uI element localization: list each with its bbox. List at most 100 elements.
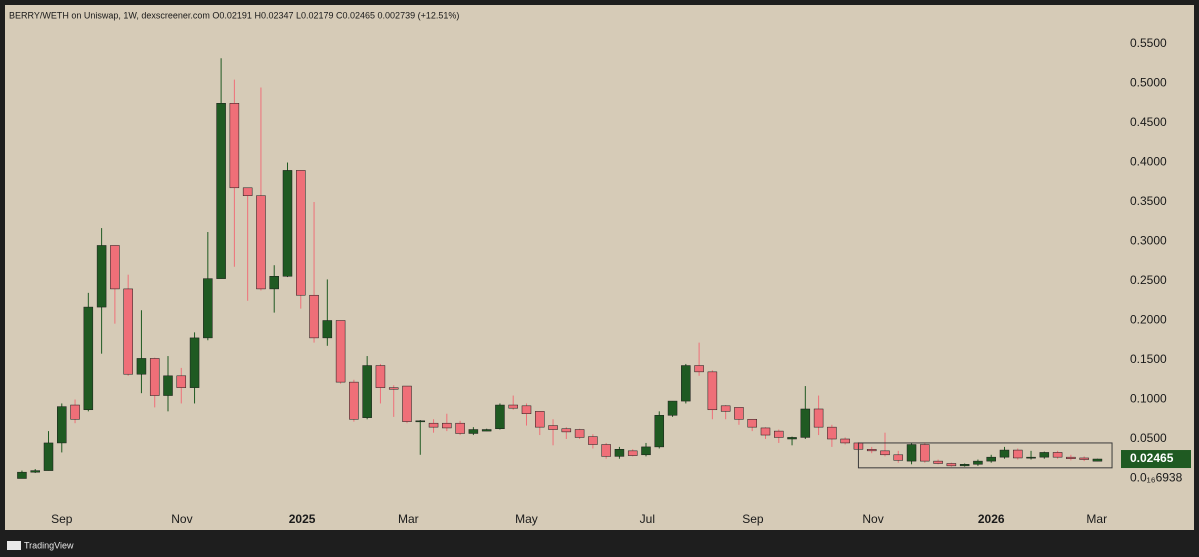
y-tick-label: 0.2500 [1130,273,1167,287]
y-tick-label: 0.1500 [1130,352,1167,366]
candle-body [1013,449,1023,459]
candle-body [256,195,266,290]
candle-body [282,170,293,277]
candle-body [402,385,412,422]
candle-body [654,415,665,448]
candle-body [30,470,40,473]
candle-body [189,337,200,388]
x-tick-label: Nov [171,512,192,526]
candle-body [933,460,943,464]
candle-body [920,444,930,462]
candle-body [96,245,107,308]
candle-body [43,442,54,471]
last-price-box [1121,450,1191,469]
candle-body [269,276,279,290]
candle-body [747,418,757,428]
candle-body [827,426,837,440]
candle-body [694,365,704,373]
candle-body [296,170,306,296]
candle-body [866,449,877,452]
candle-body [481,429,492,432]
y-tick-label: 0.5000 [1130,76,1167,90]
y-tick-label: 0.3500 [1130,194,1167,208]
candle-body [203,278,213,339]
candle-body [627,450,638,456]
x-tick-label: May [515,512,538,526]
brand: TradingView [24,540,74,550]
candle-body [588,436,598,445]
candle-body [893,454,904,461]
last-price-label: 0.02465 [1130,451,1174,465]
x-tick-label: Jul [640,512,655,526]
range-box [857,442,1113,469]
candle-body [1079,457,1089,460]
candle-body [242,187,253,196]
candle-body [415,420,426,423]
candle-body [17,471,27,479]
candle-body [442,422,452,429]
candle-body [1052,452,1063,458]
y-tick-label: 0.1000 [1130,392,1167,406]
x-tick-label: Mar [1086,512,1107,526]
candle-body [641,446,651,456]
candle-body [787,437,797,440]
candle-body [309,294,319,339]
candle-body [335,320,346,383]
candle-body [455,422,465,434]
y-tick-label: 0.0500 [1130,431,1167,445]
candle-body [681,365,691,402]
candle-body [136,358,147,375]
candle-body [362,365,372,418]
candle-body [176,375,187,388]
candle-body [601,444,611,457]
x-tick-label: Sep [742,512,764,526]
candle-body [1092,458,1103,462]
candle-body [468,429,479,434]
candle-body [561,428,572,433]
candle-body [123,288,133,375]
candle-body [521,405,532,414]
x-tick-label: 2026 [978,512,1005,526]
candle-body [574,429,585,438]
candle-body [163,375,173,396]
y-tick-label: 0.5500 [1130,36,1167,50]
y-tick-label: 0.0₁₆6938 [1130,471,1183,485]
candle-body [70,404,80,420]
candle-body [614,449,625,457]
candle-body [720,405,731,412]
candle-body [774,430,784,438]
candle-body [667,400,678,416]
candle-body [1026,456,1036,459]
candle-body [388,387,399,390]
y-tick-label: 0.4000 [1130,155,1167,169]
candle-body [880,450,890,456]
candle-body [322,320,333,339]
candle-body [986,456,996,462]
y-tick-label: 0.2000 [1130,313,1167,327]
x-tick-label: Nov [862,512,883,526]
candle-body [946,463,957,467]
candle-body [349,381,359,420]
candle-body [999,449,1010,458]
y-tick-label: 0.3000 [1130,234,1167,248]
x-tick-label: Mar [398,512,419,526]
candle-body [906,444,917,462]
candle-body [216,103,226,279]
candle-body [110,245,120,290]
candle-body [734,407,744,420]
candle-body [760,427,771,436]
candle-body [548,425,558,430]
brand-logo [7,541,21,550]
candle-body [508,404,518,409]
candle-body [428,422,439,428]
candle-body [959,464,970,467]
candle-body [229,103,240,189]
candle-body [800,408,811,438]
candle-body [375,365,386,388]
candle-body [495,404,505,429]
candle-body [973,460,983,465]
x-tick-label: Sep [51,512,73,526]
candle-body [840,438,850,444]
